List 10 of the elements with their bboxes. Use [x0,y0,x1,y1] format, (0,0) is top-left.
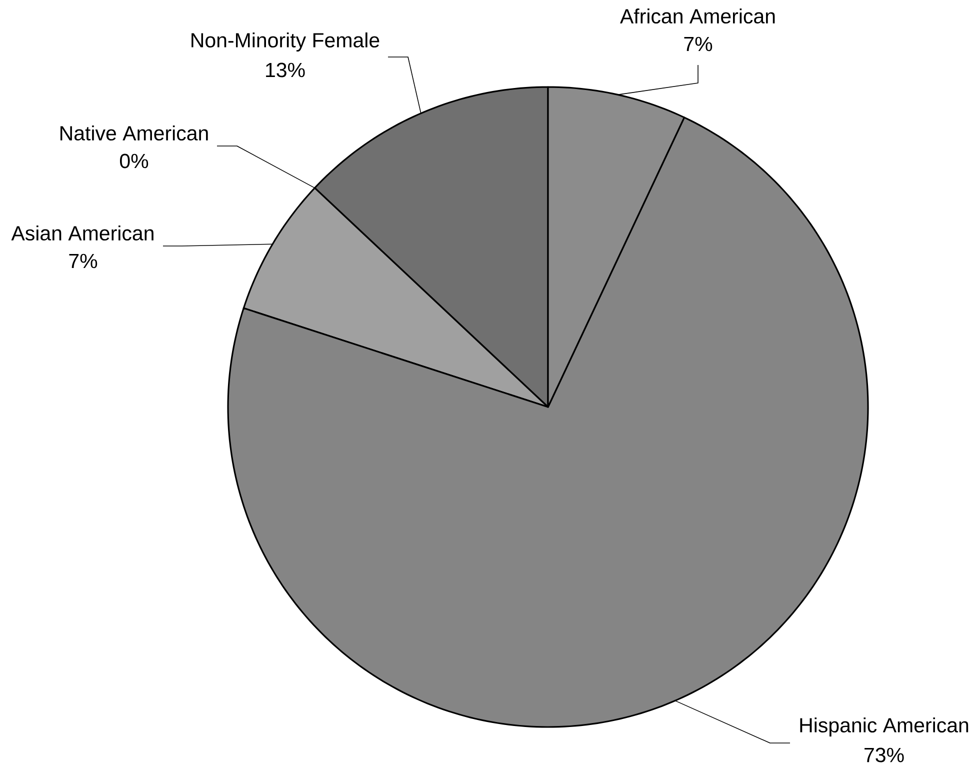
data-label: 7% [684,36,712,52]
text: 0% [120,154,148,168]
data-label: 13% [266,62,305,78]
slice-label: Hispanic American [800,717,968,737]
slice-label: African American [620,8,775,24]
slice-label: Non-Minority Female [192,32,380,52]
category-label: Native American [60,125,208,141]
data-label: 73% [864,748,904,762]
slice-label: Asian American [11,225,154,241]
data-label: 7% [69,254,98,268]
